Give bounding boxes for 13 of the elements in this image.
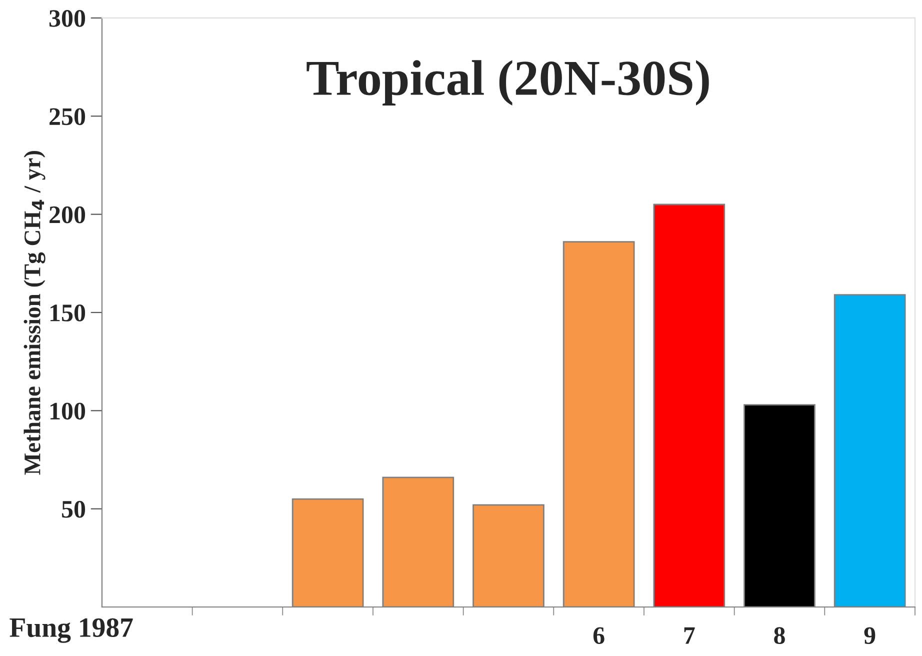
text: Tropical (20N-30S) — [306, 60, 709, 106]
y-tick-label: 300 — [49, 10, 86, 27]
y-tick-label: 200 — [50, 206, 86, 224]
x-tick-label: 8 — [774, 627, 785, 644]
text: Fung 1987 — [10, 618, 133, 643]
y-axis-title: Methane emission (Tg CH$_{4}$ / yr) — [24, 151, 46, 475]
x-tick-label: 9 — [864, 627, 876, 644]
x-tick-label: 7 — [684, 627, 695, 644]
y-tick-label: 50 — [62, 500, 86, 518]
y-tick-label: 250 — [50, 108, 86, 126]
x-tick-label: 6 — [593, 627, 604, 644]
y-tick-label: 100 — [50, 402, 86, 420]
y-tick-label: 150 — [50, 304, 86, 322]
